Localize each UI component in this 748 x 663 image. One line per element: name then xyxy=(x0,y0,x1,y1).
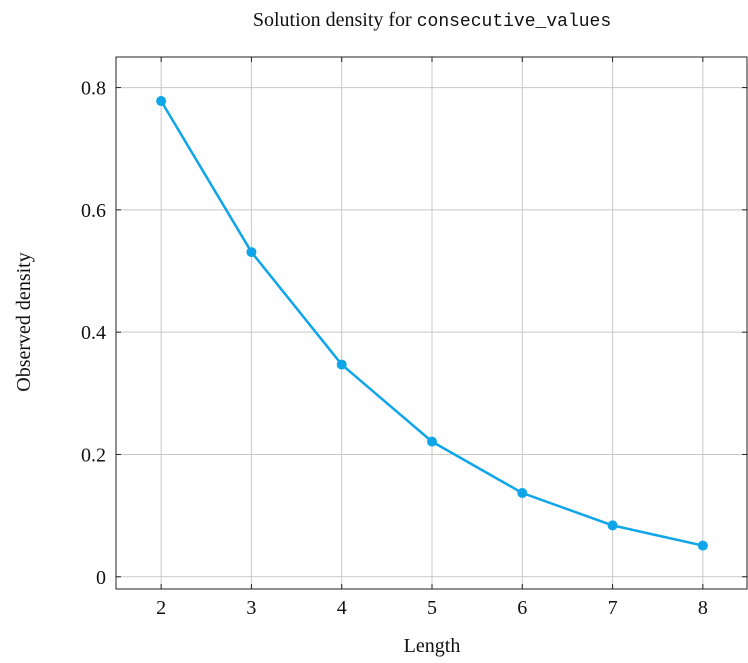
y-tick-label: 0.4 xyxy=(81,322,106,344)
y-tick-label: 0.6 xyxy=(81,200,106,222)
data-point xyxy=(517,487,528,498)
series-line-group xyxy=(156,96,708,551)
x-axis-label: Length xyxy=(404,635,461,657)
chart-title-code: consecutive_values xyxy=(417,12,611,32)
data-point xyxy=(336,359,347,370)
x-tick-label: 3 xyxy=(246,597,256,619)
x-tick-label: 8 xyxy=(698,597,708,619)
x-tick-label: 5 xyxy=(427,597,437,619)
data-point xyxy=(246,247,257,258)
x-tick-label: 2 xyxy=(156,597,166,619)
grid xyxy=(116,57,748,589)
y-axis-label: Observed density xyxy=(13,252,35,391)
data-point xyxy=(607,520,618,531)
x-tick-label: 4 xyxy=(337,597,347,619)
axis-ticks: 2 3 4 5 6 7 8 0 0.2 0.4 0.6 0.8 xyxy=(81,57,747,619)
chart-title: Solution density for consecutive_values xyxy=(253,9,611,32)
data-point xyxy=(427,436,437,447)
y-tick-label: 0.2 xyxy=(81,444,106,466)
x-tick-label: 7 xyxy=(608,597,618,619)
x-tick-label: 6 xyxy=(517,597,527,619)
data-point xyxy=(697,540,708,551)
y-tick-label: 0 xyxy=(96,567,106,589)
chart-title-text: Solution density for xyxy=(253,9,417,31)
y-tick-label: 0.8 xyxy=(81,78,106,100)
data-point xyxy=(156,96,167,107)
